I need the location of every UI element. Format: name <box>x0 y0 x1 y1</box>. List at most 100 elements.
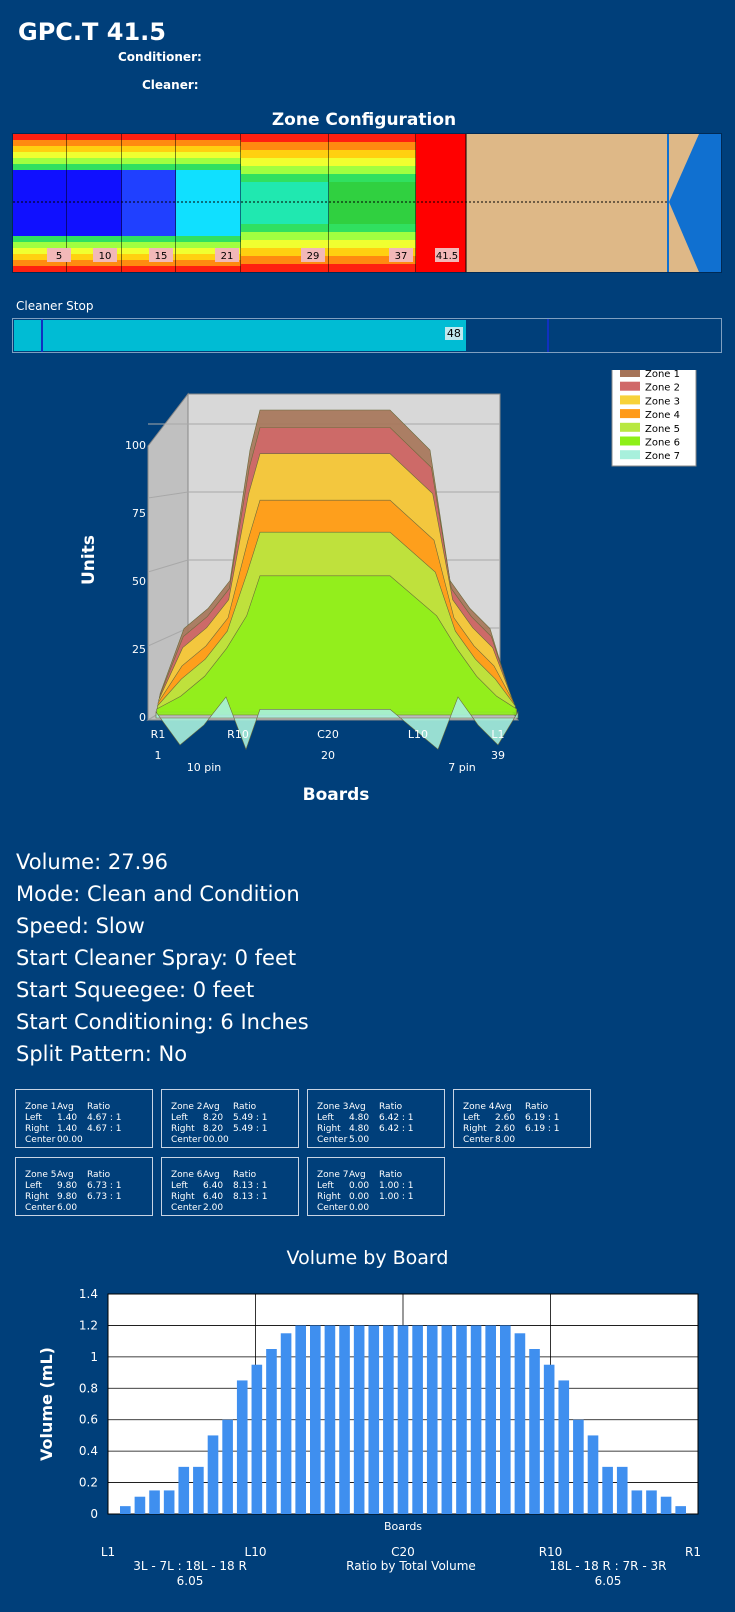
zone-table-row: Zone 3 Avg Ratio <box>308 1102 444 1113</box>
zone-table-cell: Center <box>171 1135 202 1145</box>
y-tick-label: 0.4 <box>79 1444 98 1458</box>
zone-marker-label: 15 <box>155 251 168 262</box>
zone-table-row: Right 4.80 6.42 : 1 <box>308 1124 444 1135</box>
bar-board-30 <box>543 1364 555 1514</box>
y-tick-label: 1 <box>90 1350 98 1364</box>
legend-label: Zone 1 <box>645 370 680 380</box>
zone-table-cell: Ratio <box>525 1102 549 1112</box>
zone-band-top <box>241 174 329 182</box>
zone-band-bottom <box>329 240 416 248</box>
zone-table-row: Zone 1 Avg Ratio <box>16 1102 152 1113</box>
zone-band-bottom <box>176 260 241 266</box>
zone-band-top <box>13 134 67 140</box>
zone-table-cell: Left <box>171 1181 188 1191</box>
zone-table-row: Right 9.80 6.73 : 1 <box>16 1192 152 1203</box>
zone-marker-label: 37 <box>395 251 408 262</box>
zone-table-cell: Left <box>463 1113 480 1123</box>
zone-table-cell: Left <box>317 1181 334 1191</box>
bar-board-9 <box>236 1380 248 1514</box>
zone-band-bottom <box>67 266 122 272</box>
zone-band-bottom <box>122 236 176 242</box>
zone-table-cell: Left <box>317 1113 334 1123</box>
zone-band-top <box>241 166 329 174</box>
bar-board-19 <box>383 1325 394 1514</box>
zone-band-top <box>241 150 329 158</box>
y-tick-label: 0.6 <box>79 1413 98 1427</box>
zone-table: Zone 2 Avg Ratio Left 8.20 5.49 : 1 Right 8.20 5… <box>161 1089 299 1148</box>
zone-band-bottom <box>13 248 67 254</box>
bar-board-18 <box>368 1325 380 1514</box>
zone-band-bottom <box>329 256 416 264</box>
zone-table-cell: 00.00 <box>203 1135 229 1145</box>
y-tick-label: 0 <box>90 1507 98 1521</box>
zone-table-cell: Right <box>463 1124 487 1134</box>
bar-board-3 <box>149 1490 160 1514</box>
zone-table-cell: 6.73 : 1 <box>87 1192 122 1202</box>
bar-board-35 <box>616 1466 628 1514</box>
y-tick-label: 25 <box>132 643 146 656</box>
zone-band-bottom <box>122 266 176 272</box>
conditioner-label: Conditioner: <box>118 50 202 64</box>
zone-table-cell: 8.20 <box>203 1124 224 1134</box>
zone-band-top <box>241 158 329 166</box>
cleaner-stop-bar[interactable]: 48 <box>12 318 722 353</box>
bar-board-34 <box>602 1466 613 1514</box>
zone-band-top <box>67 146 122 152</box>
zone-table-cell: Ratio <box>87 1102 111 1112</box>
zone-table-cell: Avg <box>203 1170 220 1180</box>
zone-band-bottom <box>13 266 67 272</box>
zone-band-bottom <box>241 224 329 232</box>
zone-table-row: Right 8.20 5.49 : 1 <box>162 1124 298 1135</box>
zone-table: Zone 4 Avg Ratio Left 2.60 6.19 : 1 Right 2.60 6… <box>453 1089 591 1148</box>
zone-table: Zone 6 Avg Ratio Left 6.40 8.13 : 1 Right 6.40 8… <box>161 1157 299 1216</box>
zone-table-cell: 9.80 <box>57 1192 78 1202</box>
bar-board-8 <box>222 1419 233 1514</box>
zone-band-top <box>176 152 241 158</box>
footer-right-value: 6.05 <box>595 1574 622 1588</box>
zone-table-row: Zone 5 Avg Ratio <box>16 1170 152 1181</box>
zone-table-cell: Right <box>317 1124 341 1134</box>
zone-band-top <box>122 164 176 170</box>
zone-table-cell: Avg <box>57 1102 74 1112</box>
bar-board-14 <box>310 1325 321 1514</box>
bar-board-10 <box>251 1364 263 1514</box>
zone-table-cell: 2.60 <box>495 1124 516 1134</box>
zone-band-top <box>176 146 241 152</box>
split-pattern-text: Split Pattern: No <box>16 1042 188 1066</box>
y-tick-label: 50 <box>132 575 146 588</box>
bar-board-16 <box>339 1325 350 1514</box>
zone-table-cell: Center <box>25 1203 56 1213</box>
legend-swatch <box>620 409 640 419</box>
legend-swatch <box>620 422 640 432</box>
bar-board-1 <box>120 1506 131 1514</box>
zone-table: Zone 1 Avg Ratio Left 1.40 4.67 : 1 Right 1.40 4… <box>15 1089 153 1148</box>
zone-configuration-strip[interactable]: 5 10 15 21 29 37 41.5 <box>12 133 722 273</box>
zone-table-cell: 6.40 <box>203 1192 224 1202</box>
zone-band-top <box>241 142 329 150</box>
zone-table-row: Center 2.00 <box>162 1203 298 1214</box>
zone-band-top <box>241 134 329 142</box>
zone-band-bottom <box>241 256 329 264</box>
zone-table-cell: Center <box>25 1135 56 1145</box>
zone-marker: 21 <box>215 248 239 262</box>
bar-board-32 <box>573 1419 584 1514</box>
zone-table: Zone 3 Avg Ratio Left 4.80 6.42 : 1 Right 4.80 6… <box>307 1089 445 1148</box>
zone-table-cell: 0.00 <box>349 1181 370 1191</box>
zone-table-row: Right 0.00 1.00 : 1 <box>308 1192 444 1203</box>
zone-marker: 37 <box>389 248 413 262</box>
zone-table-row: Left 0.00 1.00 : 1 <box>308 1181 444 1192</box>
zone-band-bottom <box>122 242 176 248</box>
bar-board-13 <box>295 1325 306 1514</box>
x-tick-label: R10 <box>539 1545 563 1559</box>
zone-marker-bg <box>215 248 239 262</box>
zone-band-bottom <box>67 242 122 248</box>
footer-left-ratio: 3L - 7L : 18L - 18 R <box>133 1559 247 1573</box>
zone-table-cell: Ratio <box>379 1170 403 1180</box>
zone-table-row: Zone 2 Avg Ratio <box>162 1102 298 1113</box>
bar-board-4 <box>163 1490 175 1514</box>
zone-band-top <box>13 164 67 170</box>
zone-table-row: Right 1.40 4.67 : 1 <box>16 1124 152 1135</box>
zone-table-cell: Avg <box>349 1102 366 1112</box>
chart-gridline <box>147 559 189 573</box>
legend-label: Zone 6 <box>645 438 680 449</box>
